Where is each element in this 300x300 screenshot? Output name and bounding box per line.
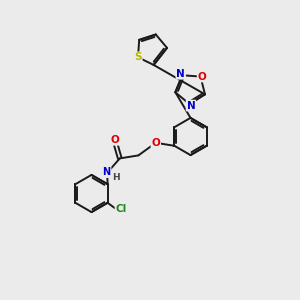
Text: O: O	[152, 138, 160, 148]
Text: O: O	[198, 71, 206, 82]
Text: N: N	[176, 69, 185, 79]
Text: N: N	[187, 100, 195, 111]
Text: H: H	[112, 173, 119, 182]
Text: O: O	[111, 135, 120, 145]
Text: S: S	[134, 52, 142, 62]
Text: Cl: Cl	[116, 204, 127, 214]
Text: N: N	[103, 167, 111, 177]
